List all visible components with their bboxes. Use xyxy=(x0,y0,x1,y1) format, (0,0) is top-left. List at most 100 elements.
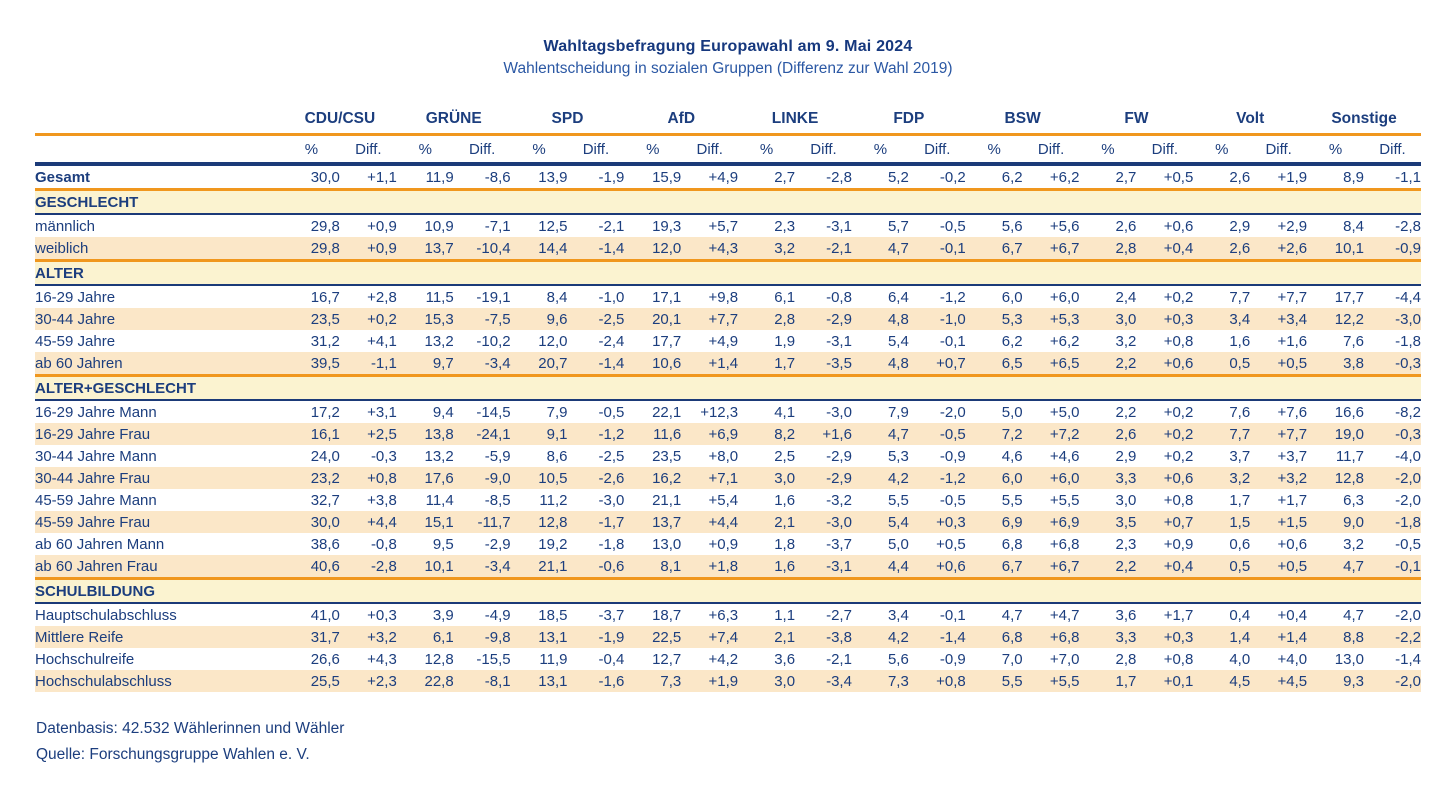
value-cell: -2,5 xyxy=(567,308,625,330)
value-cell: +7,4 xyxy=(681,626,739,648)
value-cell: -2,0 xyxy=(939,403,966,421)
value-cell: +4,9 xyxy=(708,332,739,350)
value-cell: 6,1 xyxy=(774,288,796,306)
value-cell: 17,6 xyxy=(396,467,454,489)
value-cell: +2,6 xyxy=(1250,237,1308,261)
value-cell: 8,9 xyxy=(1343,168,1364,186)
value-cell: 0,5 xyxy=(1193,352,1251,376)
value-cell: 6,9 xyxy=(965,511,1023,533)
value-cell: +0,8 xyxy=(1163,332,1194,350)
party-header: AfD xyxy=(667,110,696,127)
value-cell: -2,0 xyxy=(1363,670,1421,692)
value-cell: 3,4 xyxy=(887,606,909,624)
diff-header: Diff. xyxy=(1136,133,1194,166)
value-cell: -0,4 xyxy=(598,650,625,668)
value-cell: 11,9 xyxy=(539,650,568,668)
value-cell: 22,8 xyxy=(396,670,454,692)
value-cell: -3,0 xyxy=(826,403,852,421)
value-cell: +0,3 xyxy=(1136,626,1194,648)
party-header: GRÜNE xyxy=(425,110,482,127)
value-cell: +0,3 xyxy=(908,511,966,533)
value-cell: 19,2 xyxy=(538,535,568,553)
diff-header: Diff. xyxy=(1363,133,1421,166)
value-cell: -2,5 xyxy=(598,447,625,465)
value-cell: +7,7 xyxy=(1250,423,1308,445)
value-cell: +0,8 xyxy=(339,467,397,489)
value-cell: -0,5 xyxy=(1395,535,1421,553)
value-cell: +6,5 xyxy=(1022,352,1080,376)
percent-header: % xyxy=(396,133,454,166)
value-cell: -1,2 xyxy=(567,423,625,445)
value-cell: +5,3 xyxy=(1022,308,1080,330)
value-cell: 4,0 xyxy=(1229,650,1251,668)
value-cell: +4,4 xyxy=(339,511,397,533)
value-cell: +0,9 xyxy=(708,535,739,553)
section-header-row: ALTER+GESCHLECHT xyxy=(35,374,1421,401)
value-cell: +0,1 xyxy=(1136,670,1194,692)
value-cell: -4,4 xyxy=(1395,288,1421,306)
value-cell: +5,0 xyxy=(1049,403,1080,421)
party-header: FDP xyxy=(893,110,925,127)
table-row: ab 60 Jahren Frau 40,6 -2,8 10,1 -3,4 21,1 -0,… xyxy=(35,555,1421,579)
value-cell: -2,6 xyxy=(567,467,625,489)
value-cell: 7,0 xyxy=(1001,650,1023,668)
value-cell: 13,7 xyxy=(396,237,454,261)
value-cell: 26,6 xyxy=(310,650,340,668)
value-cell: +7,0 xyxy=(1049,650,1080,668)
value-cell: -2,0 xyxy=(1395,491,1421,509)
party-header: SPD xyxy=(551,110,584,127)
value-cell: -2,0 xyxy=(1363,467,1421,489)
value-cell: 13,7 xyxy=(624,511,682,533)
value-cell: 1,6 xyxy=(774,491,796,509)
value-cell: 7,6 xyxy=(1343,332,1364,350)
value-cell: 13,2 xyxy=(424,447,454,465)
value-cell: 13,2 xyxy=(424,332,454,350)
value-cell: 3,4 xyxy=(1193,308,1251,330)
value-cell: 20,7 xyxy=(510,352,568,376)
percent-header: % xyxy=(1079,133,1137,166)
value-cell: +4,3 xyxy=(681,237,739,261)
row-label: Gesamt xyxy=(35,168,91,186)
percent-header: % xyxy=(1307,133,1364,166)
value-cell: 4,2 xyxy=(851,467,909,489)
value-cell: +6,2 xyxy=(1049,332,1080,350)
table-row: Hochschulreife 26,6 +4,3 12,8 -15,5 11,9 -0,4 1… xyxy=(35,648,1421,670)
value-cell: 7,9 xyxy=(887,403,909,421)
value-cell: -3,5 xyxy=(795,352,852,376)
value-cell: -3,7 xyxy=(598,606,625,624)
value-cell: 7,3 xyxy=(624,670,682,692)
value-cell: +2,9 xyxy=(1277,217,1308,235)
value-cell: +0,9 xyxy=(367,217,397,235)
value-cell: 3,2 xyxy=(1115,332,1137,350)
value-cell: +5,6 xyxy=(1049,217,1080,235)
databasis-note: Datenbasis: 42.532 Wählerinnen und Wähle… xyxy=(36,720,345,737)
section-header: SCHULBILDUNG xyxy=(35,577,1421,604)
value-cell: 2,9 xyxy=(1115,447,1137,465)
value-cell: 1,9 xyxy=(774,332,796,350)
value-cell: -1,8 xyxy=(1363,511,1421,533)
row-label: 45-59 Jahre xyxy=(35,332,116,350)
value-cell: 30,0 xyxy=(310,168,340,186)
value-cell: 5,0 xyxy=(1001,403,1023,421)
value-cell: 13,1 xyxy=(510,670,568,692)
value-cell: +1,9 xyxy=(1277,168,1308,186)
value-cell: 9,6 xyxy=(510,308,568,330)
value-cell: 1,4 xyxy=(1193,626,1251,648)
value-cell: 6,7 xyxy=(965,555,1023,579)
value-cell: 4,5 xyxy=(1193,670,1251,692)
value-cell: 21,1 xyxy=(510,555,568,579)
diff-header: Diff. xyxy=(453,133,511,166)
value-cell: -1,1 xyxy=(1395,168,1421,186)
value-cell: +5,4 xyxy=(708,491,739,509)
value-cell: 9,1 xyxy=(510,423,568,445)
row-label: 30-44 Jahre xyxy=(35,308,284,330)
value-cell: 2,9 xyxy=(1229,217,1251,235)
value-cell: 30,0 xyxy=(283,511,340,533)
table-row: Hochschulabschluss 25,5 +2,3 22,8 -8,1 13,1 -1… xyxy=(35,670,1421,692)
value-cell: -19,1 xyxy=(476,288,511,306)
diff-header: Diff. xyxy=(908,133,966,166)
value-cell: 2,3 xyxy=(1115,535,1137,553)
value-cell: -0,1 xyxy=(1363,555,1421,579)
value-cell: 2,6 xyxy=(1229,168,1251,186)
value-cell: 6,1 xyxy=(396,626,454,648)
